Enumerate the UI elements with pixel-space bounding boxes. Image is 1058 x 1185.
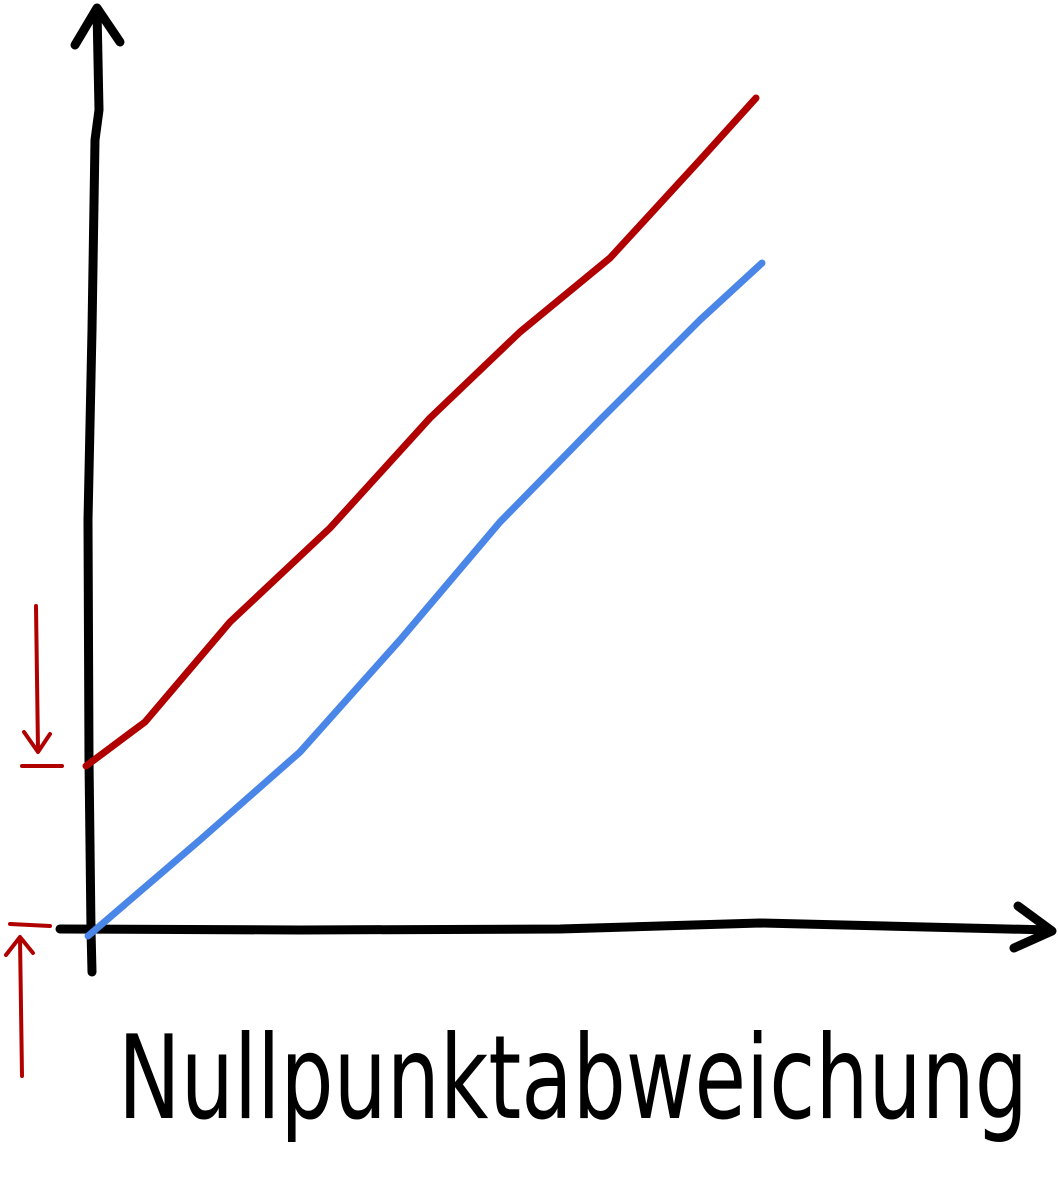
x-axis [55, 918, 1055, 935]
diagram-caption: Nullpunktabweichung [118, 1011, 1028, 1146]
offset-line [82, 94, 760, 770]
ideal-line [84, 259, 766, 940]
x-axis-arrowhead [1009, 901, 1057, 953]
offset-marker-lower-tick [8, 922, 52, 928]
offset-marker-down-arrowhead [22, 730, 52, 754]
offset-marker-up-arrow [18, 936, 24, 1078]
y-axis [83, 5, 104, 977]
offset-marker-down-arrow [34, 604, 40, 752]
offset-marker-up-arrowhead [4, 935, 35, 957]
y-axis-arrowhead [70, 3, 125, 50]
